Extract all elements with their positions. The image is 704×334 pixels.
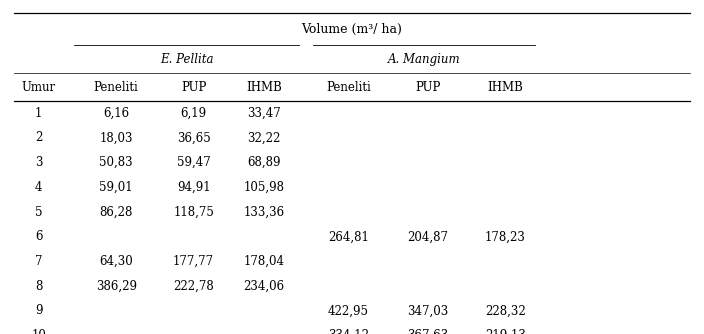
Text: 422,95: 422,95 xyxy=(328,305,369,317)
Text: 50,83: 50,83 xyxy=(99,156,133,169)
Text: 18,03: 18,03 xyxy=(99,132,133,144)
Text: 59,01: 59,01 xyxy=(99,181,133,194)
Text: PUP: PUP xyxy=(415,81,441,94)
Text: Peneliti: Peneliti xyxy=(94,81,139,94)
Text: 178,23: 178,23 xyxy=(485,230,526,243)
Text: 347,03: 347,03 xyxy=(408,305,448,317)
Text: Peneliti: Peneliti xyxy=(326,81,371,94)
Text: 4: 4 xyxy=(35,181,42,194)
Text: 6: 6 xyxy=(35,230,42,243)
Text: 68,89: 68,89 xyxy=(247,156,281,169)
Text: 6,19: 6,19 xyxy=(180,107,207,120)
Text: IHMB: IHMB xyxy=(488,81,523,94)
Text: 9: 9 xyxy=(35,305,42,317)
Text: 2: 2 xyxy=(35,132,42,144)
Text: 118,75: 118,75 xyxy=(173,206,214,218)
Text: 3: 3 xyxy=(35,156,42,169)
Text: 264,81: 264,81 xyxy=(328,230,369,243)
Text: 32,22: 32,22 xyxy=(247,132,281,144)
Text: 94,91: 94,91 xyxy=(177,181,210,194)
Text: 1: 1 xyxy=(35,107,42,120)
Text: 222,78: 222,78 xyxy=(173,280,214,293)
Text: 234,06: 234,06 xyxy=(244,280,284,293)
Text: 204,87: 204,87 xyxy=(408,230,448,243)
Text: PUP: PUP xyxy=(181,81,206,94)
Text: 334,12: 334,12 xyxy=(328,329,369,334)
Text: 228,32: 228,32 xyxy=(485,305,526,317)
Text: IHMB: IHMB xyxy=(246,81,282,94)
Text: 178,04: 178,04 xyxy=(244,255,284,268)
Text: 8: 8 xyxy=(35,280,42,293)
Text: 59,47: 59,47 xyxy=(177,156,210,169)
Text: E. Pellita: E. Pellita xyxy=(160,53,213,66)
Text: 86,28: 86,28 xyxy=(99,206,133,218)
Text: Umur: Umur xyxy=(22,81,56,94)
Text: 36,65: 36,65 xyxy=(177,132,210,144)
Text: 386,29: 386,29 xyxy=(96,280,137,293)
Text: 33,47: 33,47 xyxy=(247,107,281,120)
Text: 133,36: 133,36 xyxy=(244,206,284,218)
Text: 219,13: 219,13 xyxy=(485,329,526,334)
Text: 10: 10 xyxy=(31,329,46,334)
Text: 367,63: 367,63 xyxy=(408,329,448,334)
Text: 6,16: 6,16 xyxy=(103,107,130,120)
Text: 7: 7 xyxy=(35,255,42,268)
Text: A. Mangium: A. Mangium xyxy=(388,53,460,66)
Text: 177,77: 177,77 xyxy=(173,255,214,268)
Text: 105,98: 105,98 xyxy=(244,181,284,194)
Text: 5: 5 xyxy=(35,206,42,218)
Text: 64,30: 64,30 xyxy=(99,255,133,268)
Text: Volume (m³/ ha): Volume (m³/ ha) xyxy=(301,23,403,36)
